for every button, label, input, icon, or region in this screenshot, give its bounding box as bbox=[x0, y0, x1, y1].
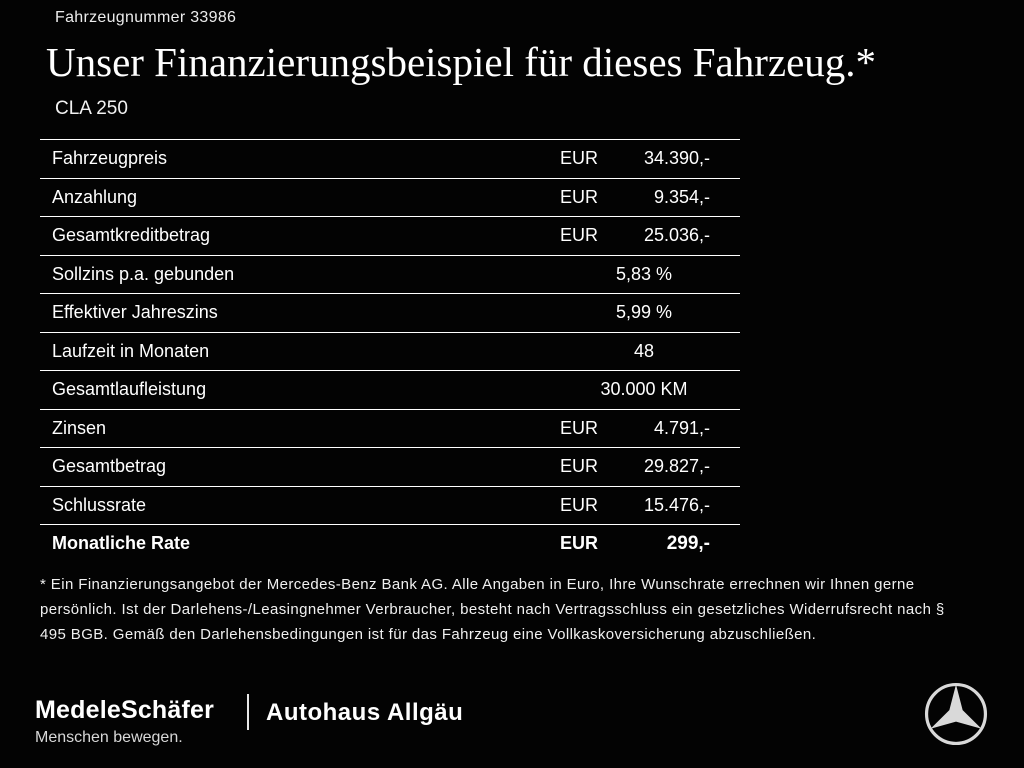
row-amount: EUR 29.827,- bbox=[560, 456, 740, 477]
vehicle-model: CLA 250 bbox=[55, 98, 128, 119]
row-label: Zinsen bbox=[52, 417, 107, 438]
row-currency: EUR bbox=[560, 533, 599, 554]
row-label: Gesamtkreditbetrag bbox=[52, 225, 211, 246]
row-value: 25.036,- bbox=[643, 225, 710, 246]
row-value: 299,- bbox=[666, 532, 710, 554]
row-label: Schlussrate bbox=[52, 494, 147, 515]
row-currency: EUR bbox=[560, 494, 599, 515]
vehicle-number: Fahrzeugnummer 33986 bbox=[55, 9, 237, 26]
table-row: Schlussrate EUR 15.476,- bbox=[40, 485, 740, 525]
row-label: Fahrzeugpreis bbox=[52, 148, 168, 169]
table-row: Monatliche Rate EUR 299,- bbox=[40, 524, 740, 563]
row-value: 5,99 % bbox=[615, 302, 673, 323]
row-amount: 5,83 % bbox=[560, 264, 740, 285]
row-value: 5,83 % bbox=[615, 263, 673, 284]
table-row: Effektiver Jahreszins 5,99 % bbox=[40, 293, 740, 332]
row-value: 30.000 KM bbox=[600, 379, 688, 400]
row-label: Monatliche Rate bbox=[52, 533, 191, 554]
row-amount: 48 bbox=[560, 341, 740, 362]
row-currency: EUR bbox=[560, 148, 599, 169]
row-currency: EUR bbox=[560, 456, 599, 477]
table-row: Zinsen EUR 4.791,- bbox=[40, 408, 740, 448]
row-value: 4.791,- bbox=[653, 417, 710, 438]
row-value: 15.476,- bbox=[643, 494, 710, 515]
row-value: 29.827,- bbox=[643, 456, 710, 477]
dealer-tagline: Menschen bewegen. bbox=[35, 729, 183, 746]
table-row: Gesamtlaufleistung 30.000 KM bbox=[40, 370, 740, 409]
dealer-logo-secondary: Autohaus Allgäu bbox=[266, 699, 464, 726]
footer-divider bbox=[247, 694, 249, 730]
row-label: Anzahlung bbox=[52, 186, 138, 207]
financing-table: Fahrzeugpreis EUR 34.390,- Anzahlung EUR… bbox=[40, 139, 740, 563]
row-amount: EUR 15.476,- bbox=[560, 495, 740, 516]
row-value: 9.354,- bbox=[653, 186, 710, 207]
table-row: Sollzins p.a. gebunden 5,83 % bbox=[40, 254, 740, 294]
row-label: Gesamtlaufleistung bbox=[52, 379, 207, 400]
row-currency: EUR bbox=[560, 417, 599, 438]
table-row: Gesamtbetrag EUR 29.827,- bbox=[40, 447, 740, 486]
row-label: Sollzins p.a. gebunden bbox=[52, 263, 235, 284]
legal-footnote: * Ein Finanzierungsangebot der Mercedes-… bbox=[40, 576, 945, 643]
row-label: Gesamtbetrag bbox=[52, 456, 167, 477]
table-row: Anzahlung EUR 9.354,- bbox=[40, 177, 740, 217]
table-row: Gesamtkreditbetrag EUR 25.036,- bbox=[40, 216, 740, 255]
table-row: Laufzeit in Monaten 48 bbox=[40, 331, 740, 371]
row-currency: EUR bbox=[560, 186, 599, 207]
row-value: 48 bbox=[633, 340, 655, 361]
page-title: Unser Finanzierungsbeispiel für dieses F… bbox=[46, 39, 877, 85]
row-amount: EUR 299,- bbox=[560, 533, 740, 555]
row-amount: EUR 9.354,- bbox=[560, 187, 740, 208]
row-label: Laufzeit in Monaten bbox=[52, 340, 210, 361]
row-currency: EUR bbox=[560, 225, 599, 246]
row-amount: EUR 34.390,- bbox=[560, 148, 740, 169]
dealer-logo-primary: MedeleSchäfer bbox=[35, 696, 215, 724]
row-label: Effektiver Jahreszins bbox=[52, 302, 218, 323]
row-amount: 30.000 KM bbox=[560, 379, 740, 400]
row-value: 34.390,- bbox=[643, 148, 710, 169]
row-amount: 5,99 % bbox=[560, 302, 740, 323]
table-row: Fahrzeugpreis EUR 34.390,- bbox=[40, 139, 740, 178]
mercedes-star-icon bbox=[924, 682, 988, 746]
row-amount: EUR 4.791,- bbox=[560, 418, 740, 439]
row-amount: EUR 25.036,- bbox=[560, 225, 740, 246]
